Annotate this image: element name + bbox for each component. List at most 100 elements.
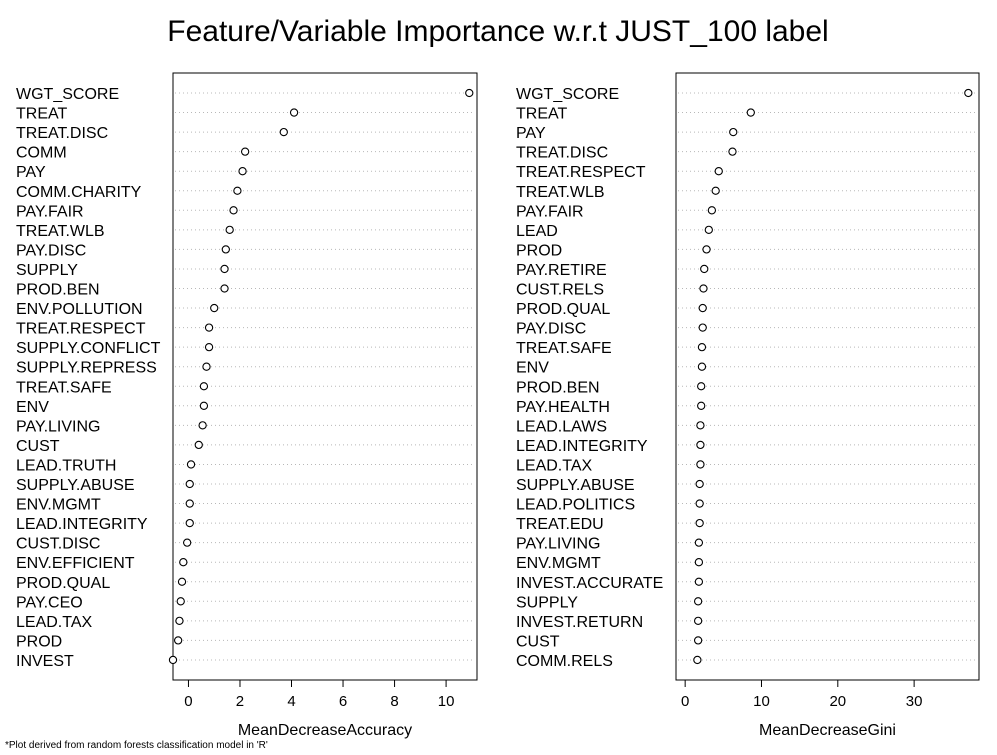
accuracy-category-label: PAY.LIVING	[16, 418, 100, 435]
gini-category-label: TREAT	[516, 106, 567, 123]
accuracy-category-label: COMM.CHARITY	[16, 184, 142, 201]
gini-x-axis: 0 10 20 30	[681, 679, 923, 710]
accuracy-category-label: TREAT.DISC	[16, 125, 108, 142]
accuracy-x-tick-label: 4	[287, 693, 295, 710]
gini-data-point	[700, 264, 709, 274]
accuracy-category-label: TREAT.RESPECT	[16, 321, 146, 338]
gini-data-point	[704, 225, 713, 234]
accuracy-data-point	[204, 323, 214, 332]
accuracy-data-point	[220, 284, 229, 293]
gini-category-label: WGT_SCORE	[516, 86, 619, 103]
gini-category-label: SUPPLY.ABUSE	[516, 477, 635, 494]
accuracy-category-label: LEAD.TRUTH	[16, 457, 116, 474]
gini-data-point	[697, 382, 706, 391]
gini-data-point	[697, 401, 706, 410]
accuracy-category-label: LEAD.TAX	[16, 614, 93, 631]
gini-data-point	[695, 518, 704, 528]
gini-data-point	[729, 127, 738, 137]
gini-data-point	[694, 558, 704, 567]
gini-category-label: ENV	[516, 360, 549, 377]
gini-x-tick-label: 0	[681, 693, 689, 710]
accuracy-data-point	[185, 479, 194, 489]
accuracy-data-point	[185, 518, 194, 528]
gini-data-point	[696, 421, 705, 430]
gini-data-point	[711, 186, 720, 195]
gini-data-point	[698, 323, 707, 332]
accuracy-category-label: PAY.CEO	[16, 594, 83, 611]
accuracy-data-point	[199, 382, 209, 391]
accuracy-category-label: ENV	[16, 399, 49, 416]
accuracy-x-tick-label: 6	[339, 693, 347, 710]
gini-data-point	[693, 655, 702, 665]
accuracy-data-point	[179, 558, 188, 567]
chart-panels: WGT_SCORE TREAT TREAT.DISC COMM PAY COMM.CHAR…	[16, 72, 980, 739]
accuracy-data-point	[177, 577, 187, 586]
accuracy-data-point	[198, 421, 207, 430]
gini-category-label: LEAD.INTEGRITY	[516, 438, 648, 455]
accuracy-category-label: CUST	[16, 438, 60, 455]
accuracy-category-label: CUST.DISC	[16, 536, 100, 553]
accuracy-data-point	[185, 499, 194, 508]
gini-category-label: PAY.FAIR	[516, 203, 584, 220]
gini-category-label: LEAD.POLITICS	[516, 497, 635, 514]
gini-data-point	[746, 108, 755, 117]
accuracy-data-point	[174, 636, 183, 645]
accuracy-data-point	[233, 186, 242, 195]
gini-data-point	[693, 597, 703, 606]
gini-data-point	[693, 636, 703, 645]
gini-category-label: CUST	[516, 633, 560, 650]
gini-data-point	[699, 284, 708, 293]
gini-plot-frame	[675, 72, 980, 681]
accuracy-data-point	[204, 342, 214, 352]
gini-category-label: PAY.RETIRE	[516, 262, 607, 279]
gini-data-point	[697, 362, 707, 371]
accuracy-category-label: TREAT	[16, 106, 67, 123]
accuracy-category-label: LEAD.INTEGRITY	[16, 516, 148, 533]
gini-data-point	[707, 206, 717, 215]
gini-x-tick-label: 30	[906, 693, 923, 710]
gini-category-label: PROD	[516, 242, 562, 259]
accuracy-data-point	[186, 460, 196, 469]
gini-category-label: TREAT.SAFE	[516, 340, 612, 357]
gini-category-label: SUPPLY	[516, 594, 578, 611]
gini-data-point	[695, 499, 704, 508]
gini-category-label: PAY	[516, 125, 546, 142]
accuracy-data-point	[183, 538, 192, 547]
accuracy-data-point	[279, 127, 288, 137]
accuracy-data-point	[202, 362, 211, 371]
accuracy-category-label: PROD	[16, 633, 62, 650]
gini-data-point	[693, 616, 703, 625]
accuracy-panel: WGT_SCORE TREAT TREAT.DISC COMM PAY COMM.CHAR…	[16, 72, 478, 739]
gini-x-axis-title: MeanDecreaseGini	[759, 722, 896, 739]
accuracy-data-point	[199, 401, 209, 410]
accuracy-category-label: SUPPLY	[16, 262, 78, 279]
gini-category-label: PAY.DISC	[516, 321, 586, 338]
gini-data-point	[694, 538, 704, 547]
accuracy-category-label: COMM	[16, 145, 67, 162]
accuracy-category-label: ENV.EFFICIENT	[16, 555, 135, 572]
accuracy-plot-frame	[172, 72, 478, 681]
gini-data-point	[696, 440, 705, 450]
accuracy-data-point	[229, 206, 238, 215]
gini-category-label: TREAT.WLB	[516, 184, 605, 201]
accuracy-category-label: TREAT.WLB	[16, 223, 105, 240]
gini-category-label: TREAT.DISC	[516, 145, 608, 162]
gini-data-point	[702, 245, 711, 254]
gini-data-point	[714, 167, 723, 176]
accuracy-category-label: SUPPLY.REPRESS	[16, 360, 157, 377]
footnote: *Plot derived from random forests classi…	[5, 740, 268, 751]
accuracy-x-axis-title: MeanDecreaseAccuracy	[238, 722, 412, 739]
accuracy-data-point	[175, 616, 184, 625]
chart-title: Feature/Variable Importance w.r.t JUST_1…	[167, 15, 828, 48]
accuracy-category-label: ENV.MGMT	[16, 497, 101, 514]
gini-data-point	[694, 577, 704, 586]
gini-category-label: LEAD.TAX	[516, 457, 593, 474]
accuracy-data-point	[240, 147, 250, 156]
accuracy-x-axis: 0 2 4 6 8 10	[184, 679, 454, 710]
accuracy-category-label: PROD.BEN	[16, 282, 100, 299]
gini-category-label: PAY.HEALTH	[516, 399, 610, 416]
gini-category-label: PROD.QUAL	[516, 301, 610, 318]
accuracy-category-label: SUPPLY.ABUSE	[16, 477, 135, 494]
accuracy-category-label: TREAT.SAFE	[16, 379, 112, 396]
accuracy-data-point	[168, 655, 178, 665]
